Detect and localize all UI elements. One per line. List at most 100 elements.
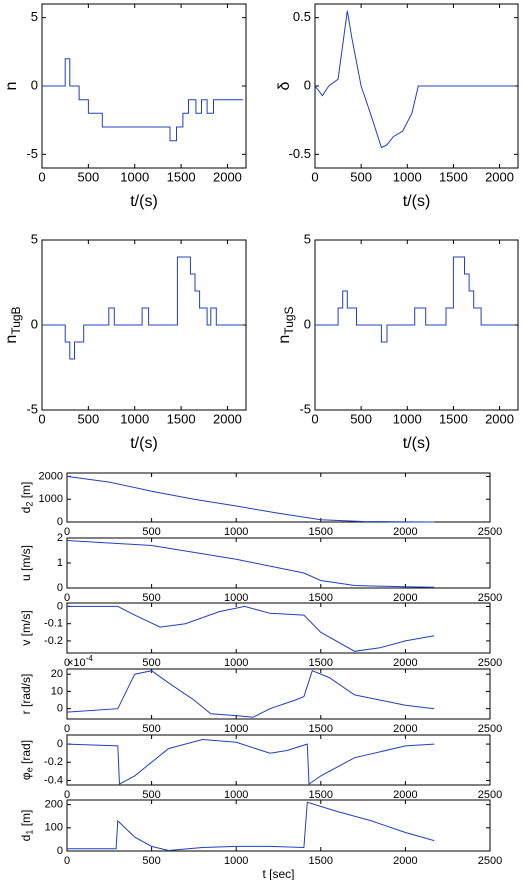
x-tick-label: 1500	[309, 855, 333, 867]
x-axis-label: t [sec]	[262, 867, 294, 880]
y-tick-label: 0	[57, 738, 63, 750]
x-axis-label: t/(s)	[130, 193, 158, 210]
x-tick-label: 2000	[393, 592, 417, 604]
x-tick-label: 2000	[485, 169, 514, 184]
y-tick-label: 1	[57, 557, 63, 569]
axes-box	[66, 668, 491, 720]
subplot: 0 500 1000 1500 2000 2500 0 10 20 r [rad/s] ×10-4	[19, 654, 502, 735]
x-tick-label: 2500	[478, 657, 502, 669]
y-tick-label: 10	[51, 685, 63, 697]
x-tick-label: 0	[64, 855, 70, 867]
x-tick-label: 500	[350, 169, 372, 184]
x-tick-label: 1000	[393, 411, 422, 426]
x-tick-label: 500	[78, 411, 100, 426]
y-axis-label-part: n	[3, 335, 20, 344]
y-tick-label: -0.2	[44, 756, 63, 768]
subplot: 0 500 1000 1500 2000 2500 0 1000 2000 d2 [m]	[19, 470, 502, 538]
x-tick-label: 1000	[120, 411, 149, 426]
axes-box	[66, 472, 491, 523]
y-tick-label: 0.5	[293, 9, 311, 24]
x-tick-label: 500	[142, 657, 160, 669]
y-axis-label-part: u [m/s]	[19, 545, 33, 581]
x-tick-label: 2000	[213, 169, 242, 184]
x-tick-label: 0	[311, 411, 318, 426]
x-tick-label: 0	[64, 592, 70, 604]
y-tick-label: 0	[31, 77, 38, 92]
axes-box	[66, 602, 491, 654]
x-tick-label: 1000	[224, 789, 248, 801]
x-tick-label: 0	[64, 789, 70, 801]
axis-exponent: ×10-4	[67, 654, 93, 669]
y-tick-label: 2	[57, 532, 63, 544]
x-tick-label: 1500	[439, 169, 468, 184]
x-tick-label: 1500	[309, 526, 333, 538]
y-axis-label-part: [rad]	[19, 740, 33, 767]
y-tick-label: -5	[26, 146, 38, 161]
x-tick-label: 0	[38, 169, 45, 184]
y-axis-label: d1 [m]	[19, 810, 35, 842]
axes-box	[41, 239, 247, 411]
x-tick-label: 2500	[478, 592, 502, 604]
y-axis-label: d2 [m]	[19, 482, 35, 514]
x-tick-label: 1000	[224, 657, 248, 669]
y-tick-label: -5	[26, 401, 38, 416]
subplot: 0 500 1000 1500 2000 2500 -0.4 -0.2 0 φe [rad]	[19, 734, 502, 801]
subplot: 0 500 1000 1500 2000 2500 0 1 2 u [m/s]	[19, 532, 502, 604]
y-tick-label: -5	[299, 401, 311, 416]
y-axis-label-part: v [m/s]	[19, 610, 33, 645]
y-axis-label-part: d	[19, 835, 33, 842]
x-tick-label: 500	[142, 526, 160, 538]
y-tick-label: 0	[57, 703, 63, 715]
subplot: 0 500 1000 1500 2000-0.500.5t/(s)δ	[276, 3, 519, 210]
y-tick-label: 5	[304, 231, 311, 246]
y-axis-label: n	[3, 82, 20, 91]
y-axis-label: nTugS	[276, 306, 296, 343]
y-tick-label: 0	[57, 582, 63, 594]
y-axis-label-part: e	[25, 767, 35, 772]
y-tick-label: -0.1	[44, 618, 63, 630]
x-tick-label: 1500	[309, 789, 333, 801]
y-tick-label: 0	[57, 600, 63, 612]
y-tick-label: -0.2	[44, 635, 63, 647]
data-line	[315, 256, 516, 343]
y-axis-label-part: n	[3, 82, 20, 91]
data-line	[66, 540, 435, 588]
y-tick-label: -0.4	[44, 774, 63, 786]
y-tick-label: 0	[304, 316, 311, 331]
exponent-base: ×10	[67, 657, 86, 669]
y-axis-label-part: TugB	[9, 306, 23, 334]
x-tick-label: 2500	[478, 789, 502, 801]
x-tick-label: 0	[64, 657, 70, 669]
x-tick-label: 500	[350, 411, 372, 426]
data-line	[42, 58, 244, 142]
x-tick-label: 2500	[478, 526, 502, 538]
y-tick-label: -0.5	[289, 146, 311, 161]
x-tick-label: 1000	[224, 723, 248, 735]
x-tick-label: 1500	[167, 169, 196, 184]
x-tick-label: 2000	[393, 723, 417, 735]
y-tick-label: 200	[45, 799, 63, 811]
x-tick-label: 1000	[224, 855, 248, 867]
y-axis-label-part: [m]	[19, 810, 33, 830]
y-axis-label: φe [rad]	[19, 740, 35, 780]
x-tick-label: 0	[64, 526, 70, 538]
y-axis-label: nTugB	[3, 306, 23, 343]
y-tick-label: 5	[31, 9, 38, 24]
y-tick-label: 0	[57, 516, 63, 528]
y-tick-label: 0	[304, 77, 311, 92]
y-axis-label-part: φ	[19, 772, 33, 780]
x-tick-label: 2000	[213, 411, 242, 426]
subplot: 0 500 1000 1500 2000 2500 0 100 200 t [sec] d1 [m]	[19, 799, 502, 880]
y-axis-label-part: d	[19, 507, 33, 514]
axes-box	[66, 799, 491, 852]
y-axis-label-part: n	[276, 335, 293, 344]
y-axis-label-part: δ	[276, 81, 293, 90]
x-tick-label: 2000	[393, 855, 417, 867]
x-tick-label: 1500	[167, 411, 196, 426]
x-axis-label: t/(s)	[130, 435, 158, 452]
y-tick-label: 0	[57, 845, 63, 857]
x-tick-label: 1500	[439, 411, 468, 426]
x-tick-label: 2000	[393, 526, 417, 538]
